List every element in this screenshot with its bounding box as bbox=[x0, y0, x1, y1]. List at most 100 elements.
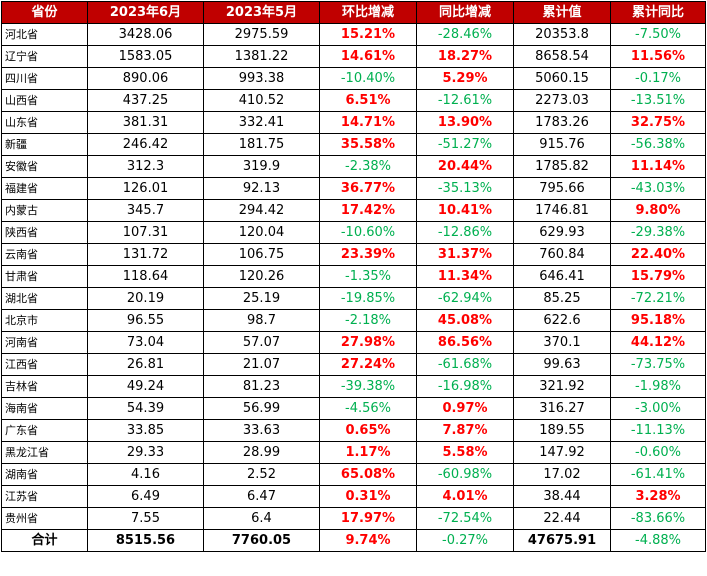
may-2023-cell: 106.75 bbox=[203, 243, 320, 266]
cumulative-cell: 5060.15 bbox=[513, 67, 611, 90]
yoy-change-cell: 31.37% bbox=[416, 243, 514, 266]
mom-change-cell: 14.71% bbox=[319, 111, 417, 134]
yoy-change-cell: 10.41% bbox=[416, 199, 514, 222]
mom-change-cell: 0.65% bbox=[319, 419, 417, 442]
cumulative-cell: 85.25 bbox=[513, 287, 611, 310]
table-row: 山西省 437.25 410.52 6.51% -12.61% 2273.03 -13.51… bbox=[1, 89, 706, 112]
table-row: 江苏省 6.49 6.47 0.31% 4.01% 38.44 3.28% bbox=[1, 485, 706, 508]
province-cell: 山西省 bbox=[1, 89, 88, 112]
cumulative-yoy-cell: 9.80% bbox=[610, 199, 706, 222]
table-row: 辽宁省 1583.05 1381.22 14.61% 18.27% 8658.54 11.5… bbox=[1, 45, 706, 68]
province-cell: 山东省 bbox=[1, 111, 88, 134]
cumulative-cell: 316.27 bbox=[513, 397, 611, 420]
header-province: 省份 bbox=[1, 1, 88, 24]
cumulative-yoy-cell: 3.28% bbox=[610, 485, 706, 508]
cumulative-cell: 1785.82 bbox=[513, 155, 611, 178]
may-2023-cell: 28.99 bbox=[203, 441, 320, 464]
mom-change-cell: 65.08% bbox=[319, 463, 417, 486]
yoy-change-cell: -60.98% bbox=[416, 463, 514, 486]
table-row: 四川省 890.06 993.38 -10.40% 5.29% 5060.15 -0.17% bbox=[1, 67, 706, 90]
cumulative-cell: 370.1 bbox=[513, 331, 611, 354]
cumulative-yoy-cell: -72.21% bbox=[610, 287, 706, 310]
province-cell: 江西省 bbox=[1, 353, 88, 376]
may-2023-cell: 294.42 bbox=[203, 199, 320, 222]
june-2023-cell: 1583.05 bbox=[87, 45, 204, 68]
table-row: 黑龙江省 29.33 28.99 1.17% 5.58% 147.92 -0.60% bbox=[1, 441, 706, 464]
province-cell: 江苏省 bbox=[1, 485, 88, 508]
mom-change-cell: 6.51% bbox=[319, 89, 417, 112]
mom-change-cell: 23.39% bbox=[319, 243, 417, 266]
cumulative-cell: 629.93 bbox=[513, 221, 611, 244]
header-mom-change: 环比增减 bbox=[319, 1, 417, 24]
yoy-change-cell: 5.29% bbox=[416, 67, 514, 90]
total-june-2023: 8515.56 bbox=[87, 529, 204, 552]
header-cumulative: 累计值 bbox=[513, 1, 611, 24]
yoy-change-cell: 7.87% bbox=[416, 419, 514, 442]
table-row: 陕西省 107.31 120.04 -10.60% -12.86% 629.93 -29.3… bbox=[1, 221, 706, 244]
yoy-change-cell: 18.27% bbox=[416, 45, 514, 68]
yoy-change-cell: -35.13% bbox=[416, 177, 514, 200]
cumulative-yoy-cell: 11.56% bbox=[610, 45, 706, 68]
may-2023-cell: 120.04 bbox=[203, 221, 320, 244]
header-yoy-change: 同比增减 bbox=[416, 1, 514, 24]
cumulative-cell: 22.44 bbox=[513, 507, 611, 530]
total-may-2023: 7760.05 bbox=[203, 529, 320, 552]
may-2023-cell: 57.07 bbox=[203, 331, 320, 354]
cumulative-cell: 8658.54 bbox=[513, 45, 611, 68]
yoy-change-cell: -12.61% bbox=[416, 89, 514, 112]
mom-change-cell: 35.58% bbox=[319, 133, 417, 156]
province-cell: 黑龙江省 bbox=[1, 441, 88, 464]
june-2023-cell: 312.3 bbox=[87, 155, 204, 178]
province-cell: 内蒙古 bbox=[1, 199, 88, 222]
cumulative-cell: 646.41 bbox=[513, 265, 611, 288]
table-row: 吉林省 49.24 81.23 -39.38% -16.98% 321.92 -1.98% bbox=[1, 375, 706, 398]
mom-change-cell: -19.85% bbox=[319, 287, 417, 310]
may-2023-cell: 33.63 bbox=[203, 419, 320, 442]
cumulative-cell: 2273.03 bbox=[513, 89, 611, 112]
yoy-change-cell: -61.68% bbox=[416, 353, 514, 376]
june-2023-cell: 7.55 bbox=[87, 507, 204, 530]
june-2023-cell: 29.33 bbox=[87, 441, 204, 464]
june-2023-cell: 126.01 bbox=[87, 177, 204, 200]
mom-change-cell: -4.56% bbox=[319, 397, 417, 420]
mom-change-cell: -1.35% bbox=[319, 265, 417, 288]
june-2023-cell: 6.49 bbox=[87, 485, 204, 508]
june-2023-cell: 96.55 bbox=[87, 309, 204, 332]
june-2023-cell: 54.39 bbox=[87, 397, 204, 420]
mom-change-cell: -10.60% bbox=[319, 221, 417, 244]
mom-change-cell: 17.42% bbox=[319, 199, 417, 222]
table-row: 内蒙古 345.7 294.42 17.42% 10.41% 1746.81 9.80% bbox=[1, 199, 706, 222]
cumulative-yoy-cell: 32.75% bbox=[610, 111, 706, 134]
yoy-change-cell: -16.98% bbox=[416, 375, 514, 398]
header-row: 省份 2023年6月 2023年5月 环比增减 同比增减 累计值 累计同比 bbox=[1, 1, 706, 24]
total-row: 合计 8515.56 7760.05 9.74% -0.27% 47675.91… bbox=[1, 529, 706, 552]
june-2023-cell: 107.31 bbox=[87, 221, 204, 244]
cumulative-cell: 17.02 bbox=[513, 463, 611, 486]
mom-change-cell: -39.38% bbox=[319, 375, 417, 398]
june-2023-cell: 20.19 bbox=[87, 287, 204, 310]
total-label: 合计 bbox=[1, 529, 88, 552]
table-row: 江西省 26.81 21.07 27.24% -61.68% 99.63 -73.75% bbox=[1, 353, 706, 376]
june-2023-cell: 890.06 bbox=[87, 67, 204, 90]
yoy-change-cell: 5.58% bbox=[416, 441, 514, 464]
table-row: 甘肃省 118.64 120.26 -1.35% 11.34% 646.41 15.79% bbox=[1, 265, 706, 288]
cumulative-cell: 20353.8 bbox=[513, 23, 611, 46]
total-cumulative: 47675.91 bbox=[513, 529, 611, 552]
june-2023-cell: 345.7 bbox=[87, 199, 204, 222]
may-2023-cell: 410.52 bbox=[203, 89, 320, 112]
may-2023-cell: 993.38 bbox=[203, 67, 320, 90]
province-cell: 辽宁省 bbox=[1, 45, 88, 68]
cumulative-cell: 189.55 bbox=[513, 419, 611, 442]
province-cell: 云南省 bbox=[1, 243, 88, 266]
june-2023-cell: 4.16 bbox=[87, 463, 204, 486]
june-2023-cell: 26.81 bbox=[87, 353, 204, 376]
province-cell: 陕西省 bbox=[1, 221, 88, 244]
cumulative-yoy-cell: -83.66% bbox=[610, 507, 706, 530]
june-2023-cell: 33.85 bbox=[87, 419, 204, 442]
province-cell: 贵州省 bbox=[1, 507, 88, 530]
yoy-change-cell: 20.44% bbox=[416, 155, 514, 178]
cumulative-cell: 760.84 bbox=[513, 243, 611, 266]
table-row: 新疆 246.42 181.75 35.58% -51.27% 915.76 -56.38% bbox=[1, 133, 706, 156]
cumulative-yoy-cell: -73.75% bbox=[610, 353, 706, 376]
header-may-2023: 2023年5月 bbox=[203, 1, 320, 24]
